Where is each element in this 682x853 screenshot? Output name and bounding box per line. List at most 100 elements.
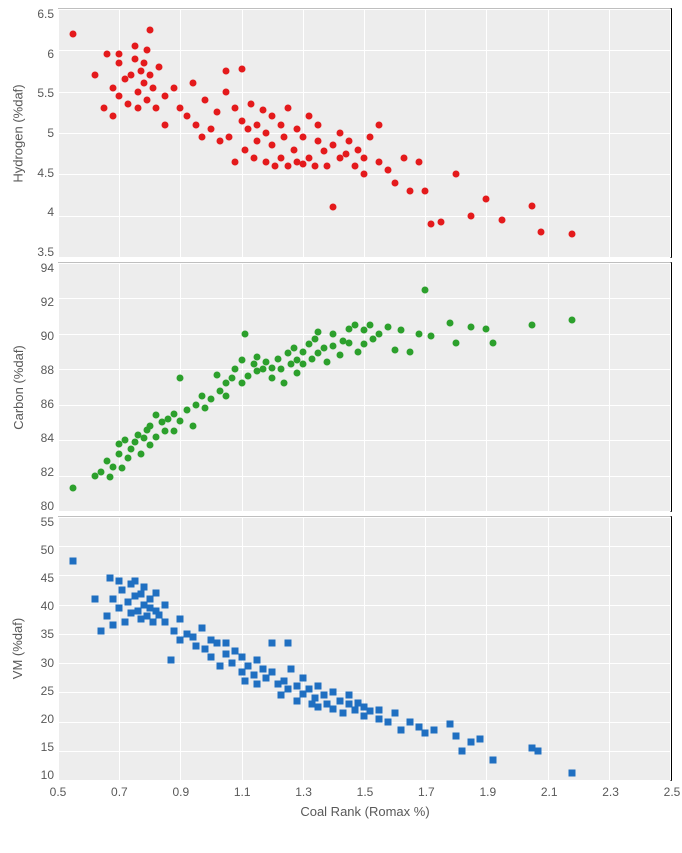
- carbon-marker: [324, 359, 331, 366]
- hydrogen-marker: [171, 84, 178, 91]
- vm-marker: [376, 706, 383, 713]
- hydrogen-marker: [226, 134, 233, 141]
- hydrogen-marker: [146, 72, 153, 79]
- vm-marker: [431, 727, 438, 734]
- hydrogen-marker: [336, 130, 343, 137]
- carbon-marker: [214, 371, 221, 378]
- carbon-marker: [370, 336, 377, 343]
- carbon-marker: [376, 330, 383, 337]
- carbon-marker: [110, 463, 117, 470]
- vm-marker: [119, 587, 126, 594]
- vm-marker: [293, 683, 300, 690]
- vm-marker: [241, 677, 248, 684]
- hydrogen-marker: [177, 105, 184, 112]
- vm-marker: [458, 747, 465, 754]
- carbon-marker: [137, 451, 144, 458]
- hydrogen-marker: [342, 150, 349, 157]
- vm-marker: [70, 557, 77, 564]
- hydrogen-marker: [250, 154, 257, 161]
- hydrogen-marker: [324, 163, 331, 170]
- carbon-marker: [330, 330, 337, 337]
- carbon-marker: [315, 350, 322, 357]
- hydrogen-marker: [284, 105, 291, 112]
- hydrogen-marker: [137, 68, 144, 75]
- carbon-marker: [171, 410, 178, 417]
- carbon-marker: [107, 474, 114, 481]
- carbon-marker: [260, 366, 267, 373]
- carbon-marker: [345, 339, 352, 346]
- hydrogen-marker: [315, 121, 322, 128]
- hydrogen-marker: [201, 96, 208, 103]
- hydrogen-marker: [146, 26, 153, 33]
- carbon-marker: [483, 325, 490, 332]
- hydrogen-plot: [58, 8, 672, 258]
- carbon-yticks: 9492908886848280: [30, 262, 58, 512]
- hydrogen-marker: [569, 230, 576, 237]
- carbon-marker: [397, 327, 404, 334]
- hydrogen-marker: [361, 171, 368, 178]
- carbon-marker: [269, 375, 276, 382]
- vm-marker: [281, 677, 288, 684]
- hydrogen-marker: [330, 204, 337, 211]
- hydrogen-marker: [330, 142, 337, 149]
- hydrogen-marker: [305, 154, 312, 161]
- hydrogen-marker: [416, 158, 423, 165]
- vm-marker: [284, 639, 291, 646]
- vm-marker: [171, 627, 178, 634]
- hydrogen-marker: [263, 158, 270, 165]
- hydrogen-marker: [400, 154, 407, 161]
- hydrogen-marker: [299, 161, 306, 168]
- hydrogen-marker: [189, 80, 196, 87]
- carbon-marker: [70, 484, 77, 491]
- carbon-marker: [361, 341, 368, 348]
- vm-marker: [223, 651, 230, 658]
- vm-marker: [214, 639, 221, 646]
- carbon-marker: [152, 412, 159, 419]
- carbon-marker: [241, 330, 248, 337]
- vm-marker: [284, 686, 291, 693]
- carbon-marker: [315, 329, 322, 336]
- carbon-marker: [269, 364, 276, 371]
- vm-marker: [376, 715, 383, 722]
- carbon-marker: [165, 415, 172, 422]
- carbon-marker: [299, 360, 306, 367]
- carbon-marker: [223, 380, 230, 387]
- hydrogen-marker: [198, 134, 205, 141]
- hydrogen-marker: [376, 121, 383, 128]
- vm-marker: [446, 721, 453, 728]
- vm-marker: [351, 706, 358, 713]
- vm-marker: [110, 595, 117, 602]
- vm-marker: [535, 747, 542, 754]
- hydrogen-marker: [223, 68, 230, 75]
- vm-marker: [321, 692, 328, 699]
- carbon-marker: [238, 380, 245, 387]
- carbon-marker: [192, 401, 199, 408]
- vm-marker: [223, 639, 230, 646]
- carbon-marker: [308, 355, 315, 362]
- vm-marker: [155, 611, 162, 618]
- carbon-marker: [122, 437, 129, 444]
- hydrogen-marker: [354, 146, 361, 153]
- carbon-marker: [125, 454, 132, 461]
- vm-marker: [162, 619, 169, 626]
- vm-marker: [253, 680, 260, 687]
- x-ticks: 0.50.70.91.11.31.51.71.92.12.32.5: [58, 785, 672, 801]
- hydrogen-marker: [452, 171, 459, 178]
- vm-marker: [269, 668, 276, 675]
- hydrogen-marker: [321, 148, 328, 155]
- vm-marker: [367, 708, 374, 715]
- vm-marker: [391, 709, 398, 716]
- hydrogen-marker: [143, 47, 150, 54]
- carbon-marker: [305, 341, 312, 348]
- vm-marker: [217, 663, 224, 670]
- vm-marker: [168, 657, 175, 664]
- vm-marker: [208, 654, 215, 661]
- hydrogen-marker: [278, 121, 285, 128]
- carbon-ylabel: Carbon (%daf): [11, 345, 26, 430]
- hydrogen-marker: [223, 88, 230, 95]
- hydrogen-marker: [238, 117, 245, 124]
- vm-marker: [315, 703, 322, 710]
- hydrogen-marker: [100, 105, 107, 112]
- vm-marker: [397, 727, 404, 734]
- hydrogen-marker: [214, 109, 221, 116]
